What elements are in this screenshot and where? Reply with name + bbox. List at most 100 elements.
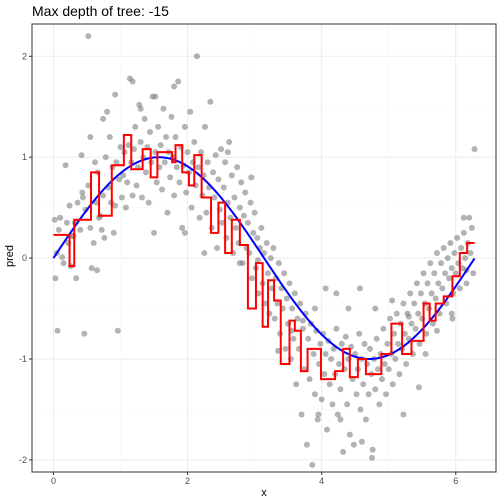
data-point [417, 290, 424, 297]
data-point [201, 250, 208, 257]
data-point [306, 376, 313, 383]
data-marks [51, 33, 478, 468]
data-point [384, 340, 391, 347]
data-point [356, 285, 363, 292]
data-point [340, 448, 347, 455]
data-point [342, 333, 349, 340]
data-point [424, 280, 431, 287]
data-point [310, 350, 317, 357]
data-point [152, 93, 159, 100]
data-point [207, 98, 214, 105]
data-point [400, 411, 407, 418]
data-point [231, 194, 238, 201]
data-point [181, 123, 188, 130]
y-tick-label: 0 [22, 253, 27, 263]
x-tick-label: 0 [51, 476, 56, 486]
data-point [463, 280, 470, 287]
data-point [389, 297, 396, 304]
data-point [77, 226, 84, 233]
data-point [236, 204, 243, 211]
data-point [114, 327, 121, 334]
data-point [440, 245, 447, 251]
data-point [407, 290, 414, 297]
data-point [66, 202, 73, 209]
data-point [63, 219, 70, 226]
data-point [446, 275, 453, 282]
data-point [428, 290, 435, 297]
data-point [432, 295, 439, 302]
data-point [368, 454, 375, 461]
data-point [79, 194, 86, 201]
data-point [333, 325, 340, 332]
data-point [251, 209, 258, 216]
data-point [274, 300, 281, 307]
y-tick-label: 1 [22, 152, 27, 162]
data-point [374, 366, 381, 373]
data-point [271, 315, 278, 322]
data-point [263, 239, 270, 246]
data-point [129, 192, 136, 199]
data-point [334, 411, 341, 418]
data-point [369, 446, 376, 453]
data-point [435, 280, 442, 287]
data-point [393, 310, 400, 317]
data-point [400, 300, 407, 307]
data-point [104, 108, 111, 115]
data-point [238, 179, 245, 186]
data-point [293, 381, 300, 388]
tree-prediction-step-line [53, 133, 475, 381]
data-point [215, 176, 222, 183]
data-point [171, 192, 178, 199]
data-point [57, 214, 64, 221]
data-point [329, 401, 336, 408]
data-point [79, 189, 86, 196]
data-point [133, 182, 140, 189]
data-point [413, 280, 420, 287]
data-point [429, 320, 436, 327]
data-point [151, 229, 158, 236]
data-point [232, 224, 239, 231]
data-point [196, 214, 203, 221]
data-point [389, 381, 396, 388]
data-point [286, 280, 293, 287]
data-point [326, 381, 333, 388]
data-point [54, 327, 61, 334]
data-point [337, 386, 344, 393]
data-point [201, 123, 208, 130]
data-point [98, 226, 105, 233]
data-point [427, 260, 434, 267]
data-point [220, 184, 227, 191]
data-point [168, 113, 175, 120]
data-point [204, 159, 211, 166]
data-point [137, 139, 144, 146]
data-point [337, 416, 344, 423]
data-point [222, 159, 229, 166]
data-point [281, 270, 288, 277]
data-point [449, 315, 456, 322]
data-point [324, 426, 331, 433]
data-point [117, 144, 124, 151]
data-point [132, 123, 139, 130]
data-point [265, 270, 272, 277]
data-point [336, 361, 343, 368]
data-point [311, 391, 318, 398]
data-point [175, 78, 182, 85]
data-point [130, 146, 137, 153]
data-point [242, 189, 249, 196]
data-point [468, 224, 475, 231]
data-point [161, 159, 168, 166]
chart-title: Max depth of tree: -15 [32, 3, 169, 19]
data-point [236, 260, 243, 267]
data-point [112, 91, 119, 98]
data-point [365, 391, 372, 398]
data-point [248, 275, 255, 282]
data-point [262, 300, 269, 307]
data-point [289, 305, 296, 312]
data-point [305, 335, 312, 342]
y-axis-title: pred [4, 245, 16, 267]
data-point [330, 345, 337, 352]
data-point [436, 310, 443, 317]
data-point [181, 229, 188, 236]
data-point [228, 172, 235, 179]
data-point [106, 134, 113, 141]
